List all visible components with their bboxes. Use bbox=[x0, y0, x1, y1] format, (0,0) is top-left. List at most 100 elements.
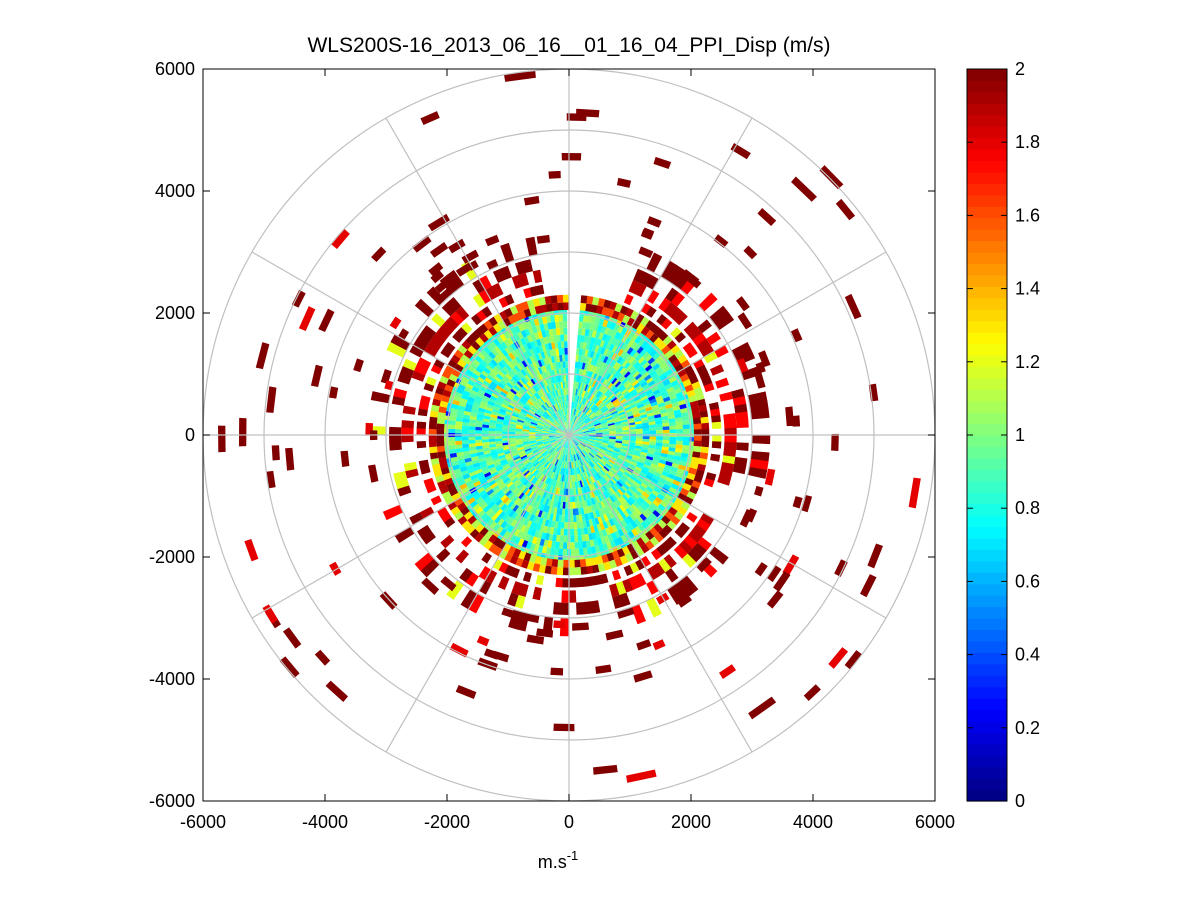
scan-cell bbox=[634, 559, 646, 571]
scan-cell bbox=[576, 348, 580, 356]
scan-cell bbox=[601, 306, 610, 316]
scan-cell bbox=[587, 411, 594, 417]
scan-cell bbox=[579, 404, 584, 411]
scan-cell bbox=[564, 468, 567, 476]
scan-cell bbox=[583, 355, 588, 364]
scan-cell bbox=[648, 418, 656, 423]
scan-cell bbox=[572, 388, 575, 396]
scan-cell bbox=[450, 407, 458, 414]
scan-cell bbox=[671, 292, 685, 307]
scan-cell bbox=[617, 497, 624, 505]
scan-cell bbox=[672, 405, 681, 412]
scan-cell bbox=[511, 487, 519, 494]
scan-cell bbox=[495, 478, 504, 486]
scan-cell bbox=[615, 437, 623, 440]
scan-cell bbox=[553, 390, 558, 397]
scan-cell bbox=[574, 361, 579, 369]
scan-cell bbox=[486, 403, 494, 409]
scan-cell bbox=[285, 447, 295, 471]
scan-cell bbox=[521, 322, 529, 330]
scan-cell bbox=[507, 371, 515, 379]
scan-cell bbox=[585, 519, 591, 528]
scan-cell bbox=[482, 444, 490, 449]
scan-cell bbox=[634, 336, 642, 345]
colorbar-step bbox=[967, 526, 1007, 539]
scan-cell bbox=[578, 444, 584, 450]
scan-cell bbox=[520, 396, 528, 403]
scan-cell bbox=[510, 448, 518, 453]
scan-cell bbox=[537, 545, 544, 553]
scan-cell bbox=[621, 578, 634, 593]
scan-cell bbox=[619, 386, 627, 393]
scan-cell bbox=[655, 468, 663, 475]
scan-cell bbox=[488, 371, 497, 379]
scan-cell bbox=[693, 435, 702, 442]
scan-cell bbox=[465, 335, 476, 346]
scan-cell bbox=[562, 461, 565, 469]
scan-cell bbox=[501, 438, 509, 441]
scan-cell bbox=[640, 316, 650, 327]
scan-cell bbox=[555, 321, 560, 329]
scan-cell bbox=[545, 445, 553, 450]
scan-cell bbox=[437, 480, 447, 489]
scan-cell bbox=[571, 415, 573, 422]
scan-cell bbox=[514, 325, 521, 334]
scan-cell bbox=[505, 354, 513, 362]
scan-cell bbox=[611, 345, 618, 353]
scan-cell bbox=[554, 404, 559, 411]
scan-cell bbox=[666, 407, 674, 413]
colorbar-tick-label: 1 bbox=[1015, 425, 1025, 445]
scan-cell bbox=[521, 456, 528, 462]
scan-cell bbox=[522, 427, 530, 431]
scan-cell bbox=[591, 532, 597, 540]
scan-cell bbox=[483, 515, 492, 524]
scan-cell bbox=[434, 277, 451, 294]
scan-cell bbox=[471, 405, 480, 411]
scan-cell bbox=[632, 410, 640, 416]
scan-cell bbox=[554, 459, 559, 466]
scan-cell bbox=[640, 451, 648, 456]
scan-cell bbox=[535, 453, 542, 459]
scan-cell bbox=[497, 452, 505, 457]
scan-cell bbox=[525, 449, 532, 454]
scan-cell bbox=[579, 362, 584, 370]
scan-cell bbox=[600, 468, 607, 475]
scan-cell bbox=[572, 415, 576, 423]
scan-cell bbox=[644, 498, 653, 506]
scan-cell bbox=[611, 517, 618, 525]
scan-cell bbox=[597, 401, 604, 408]
scan-cell bbox=[561, 354, 566, 362]
scan-cell bbox=[582, 383, 587, 391]
scan-cell bbox=[524, 448, 532, 452]
scan-cell bbox=[505, 454, 513, 460]
scan-cell bbox=[545, 421, 552, 426]
scan-cell bbox=[555, 403, 560, 411]
scan-cell bbox=[636, 346, 644, 355]
scan-cell bbox=[557, 521, 562, 529]
scan-cell bbox=[477, 389, 486, 396]
scan-cell bbox=[594, 488, 600, 496]
y-tick-label: -4000 bbox=[149, 669, 195, 689]
scan-cell bbox=[639, 513, 647, 522]
scan-cell bbox=[620, 342, 628, 351]
scan-cell bbox=[662, 422, 670, 427]
scan-cell bbox=[525, 365, 532, 374]
scan-cell bbox=[461, 486, 470, 494]
scan-cell bbox=[551, 321, 557, 329]
scan-cell bbox=[553, 335, 558, 343]
scan-cell bbox=[453, 497, 464, 507]
scan-cell bbox=[511, 495, 519, 503]
scan-cell bbox=[616, 480, 623, 488]
scan-cell bbox=[559, 439, 565, 445]
scan-cell bbox=[682, 424, 690, 430]
scan-cell bbox=[593, 388, 599, 396]
scan-cell bbox=[605, 505, 612, 513]
scan-cell bbox=[468, 593, 485, 614]
scan-cell bbox=[582, 430, 589, 433]
scan-cell bbox=[622, 427, 630, 431]
scan-cell bbox=[567, 461, 569, 469]
scan-cell bbox=[584, 384, 589, 392]
scan-cell bbox=[640, 482, 648, 490]
scan-cell bbox=[551, 493, 556, 501]
